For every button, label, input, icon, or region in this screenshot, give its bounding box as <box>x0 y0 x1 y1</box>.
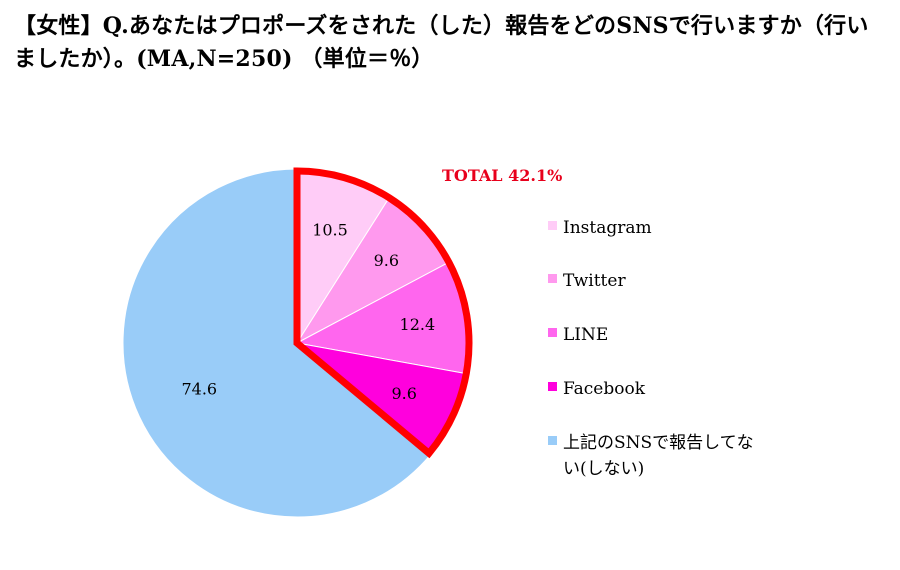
legend-item-twitter: Twitter <box>548 271 626 291</box>
slice-label-instagram: 10.5 <box>312 220 348 239</box>
legend-swatch-none <box>548 436 557 445</box>
legend: Instagram Twitter LINE Facebook 上記のSNSで報… <box>548 218 754 479</box>
legend-item-facebook: Facebook <box>548 379 646 399</box>
legend-item-line: LINE <box>548 325 608 345</box>
pie-slice-none <box>122 168 432 518</box>
total-label: TOTAL 42.1% <box>442 166 562 185</box>
highlight-outline <box>293 167 473 459</box>
legend-swatch-line <box>548 328 557 337</box>
slice-label-twitter: 9.6 <box>374 251 399 270</box>
slice-label-line: 12.4 <box>400 315 436 334</box>
legend-label-none-line2: い(しない) <box>563 459 644 479</box>
legend-label-facebook: Facebook <box>563 379 646 399</box>
legend-label-line: LINE <box>563 325 608 345</box>
legend-item-instagram: Instagram <box>548 218 652 238</box>
slice-label-facebook: 9.6 <box>391 384 416 403</box>
slice-label-none: 74.6 <box>181 380 217 399</box>
legend-swatch-facebook <box>548 382 557 391</box>
legend-label-instagram: Instagram <box>563 218 652 238</box>
legend-swatch-twitter <box>548 274 557 283</box>
legend-swatch-instagram <box>548 221 557 230</box>
slice-labels: 10.5 9.6 12.4 9.6 74.6 <box>181 220 435 403</box>
total-highlight <box>293 167 473 459</box>
legend-item-none: 上記のSNSで報告してな い(しない) <box>548 433 754 479</box>
legend-label-none-line1: 上記のSNSで報告してな <box>563 433 754 453</box>
legend-label-twitter: Twitter <box>563 271 626 291</box>
chart-title: 【女性】Q.あなたはプロポーズをされた（した）報告をどのSNSで行いますか（行い… <box>14 13 869 72</box>
